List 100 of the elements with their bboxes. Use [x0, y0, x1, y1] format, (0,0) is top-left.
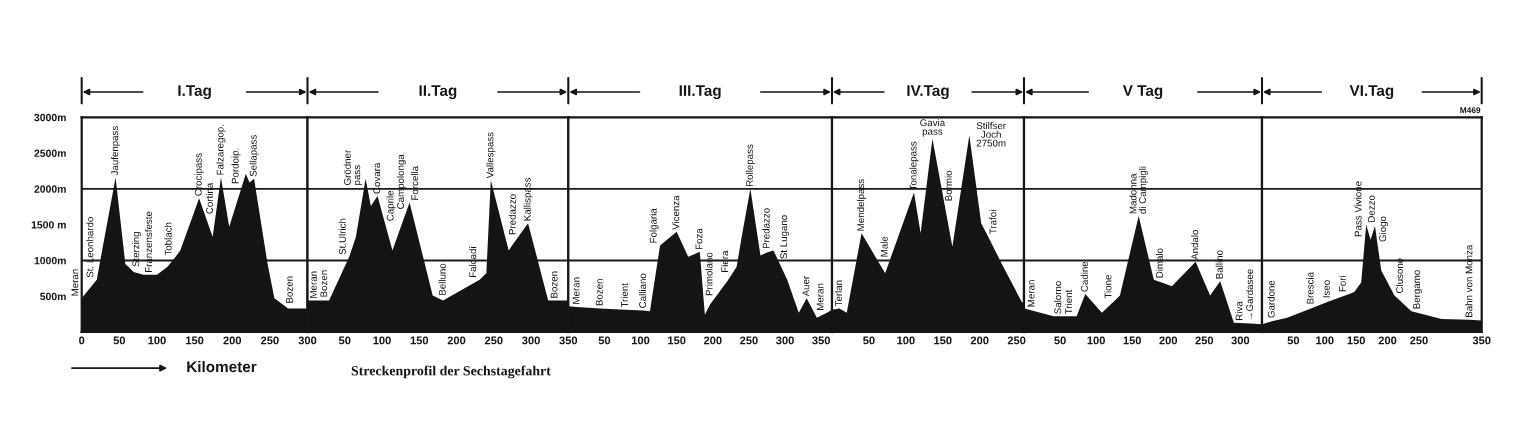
annotation: Bahn von Monza	[1465, 244, 1473, 317]
x-tick-label: 300	[298, 336, 317, 345]
x-tick-label: 250	[1410, 336, 1428, 345]
annotation: Meran	[71, 269, 79, 296]
annotation: Gardone	[1267, 280, 1275, 318]
annotation: Trient	[620, 283, 628, 308]
annotation: Meran	[310, 271, 317, 298]
annotation: St Lugano	[780, 215, 790, 259]
annotation: Predazzo	[508, 194, 516, 235]
x-tick-label: 50	[863, 336, 875, 345]
annotation: Falcadi	[469, 247, 477, 277]
x-tick-label: 250	[484, 336, 503, 345]
x-tick-label: 250	[1195, 336, 1214, 345]
x-tick-label: 250	[260, 336, 279, 345]
x-tick-label: 200	[703, 336, 722, 345]
annotation: →Gardasee	[1245, 269, 1254, 320]
x-tick-label: 100	[631, 336, 650, 345]
annotation: Caprile	[386, 190, 396, 221]
annotation: Ballino	[1215, 250, 1223, 279]
annotation: Meran	[816, 283, 824, 310]
y-tick-label: 1000m	[34, 256, 66, 265]
annotation: Falzaregop.	[216, 124, 226, 175]
x-tick-label: 300	[522, 336, 540, 345]
annotation: Toblach	[164, 222, 172, 256]
annotation: Terlan	[834, 280, 842, 307]
x-tick-label: 350	[1472, 336, 1491, 345]
annotation: Iseo	[1323, 280, 1330, 298]
x-tick-label: 100	[1087, 336, 1105, 345]
y-tick-label: 2500m	[34, 149, 66, 157]
annotation: Vicenza	[672, 195, 680, 230]
x-tick-label: 50	[1287, 336, 1300, 345]
annotation: Bozen	[320, 270, 328, 297]
annotation: Riva	[1235, 301, 1243, 320]
x-tick-label: 200	[447, 336, 466, 345]
x-tick-label: 50	[598, 336, 611, 345]
x-tick-label: 350	[812, 336, 830, 345]
annotation: Bergamo	[1413, 270, 1422, 309]
annotation: Rollepass	[745, 144, 755, 187]
x-axis-title: Kilometer	[187, 360, 257, 373]
y-tick-label: 500m	[40, 292, 66, 301]
x-tick-label: 200	[1159, 336, 1178, 345]
annotation: Bozen	[595, 279, 603, 306]
annotation: Meran	[1027, 280, 1035, 307]
x-tick-label: 250	[1007, 336, 1026, 345]
annotation: Dimalo	[1155, 248, 1163, 278]
text: M469	[1460, 107, 1481, 114]
y-tick-label: 1500 m	[31, 221, 66, 229]
annotation: Stilfser Joch 2750m	[976, 121, 1006, 147]
annotation: Calliano	[638, 273, 647, 308]
annotation: Predazzo	[762, 208, 770, 249]
x-tick-label: 100	[1316, 336, 1334, 345]
annotation: Jaufenpass	[111, 126, 121, 176]
annotation: Belluno	[438, 263, 446, 295]
x-tick-label: 200	[1378, 336, 1397, 345]
x-tick-label: 150	[410, 336, 429, 345]
annotation: Tione	[1104, 274, 1112, 299]
y-tick-label: 3000m	[34, 113, 66, 122]
annotation: Cadine	[1080, 261, 1088, 292]
y-tick-label: 2000m	[34, 185, 66, 193]
annotation: St. Leonhardo	[86, 217, 94, 278]
chart-title: V Tag	[1122, 85, 1163, 100]
annotation: Grödner pass	[343, 149, 363, 185]
annotation: Auer	[802, 275, 810, 297]
x-tick-label: 50	[338, 336, 351, 345]
x-tick-label: 300	[776, 336, 794, 345]
annotation: Franzensfeste	[144, 211, 153, 272]
chart-title: III.Tag	[679, 85, 721, 100]
x-tick-label: 200	[970, 336, 989, 345]
x-tick-label: 150	[934, 336, 952, 345]
annotation: Vallespass	[486, 132, 496, 179]
annotation: Male	[880, 236, 888, 257]
x-tick-label: 0	[79, 336, 85, 345]
chart-title: IV.Tag	[907, 85, 949, 100]
annotation: Bozen	[550, 271, 558, 298]
annotation: Giogo	[1378, 216, 1389, 242]
x-tick-label: 150	[1347, 336, 1365, 345]
x-tick-label: 50	[1054, 336, 1066, 345]
annotation: Dezzo	[1368, 195, 1375, 222]
annotation: Brescia	[1306, 271, 1314, 304]
annotation: St.Ulrich	[338, 218, 346, 255]
annotation: Andalo	[1191, 230, 1199, 260]
x-tick-label: 50	[113, 336, 126, 345]
annotation: Salorno	[1054, 281, 1062, 314]
annotation: Folgaria	[649, 208, 659, 243]
annotation: Trafoi	[989, 210, 997, 234]
annotation: Clusone	[1395, 258, 1404, 294]
annotation: Trient	[1064, 289, 1073, 315]
x-tick-label: 300	[1231, 336, 1250, 345]
annotation: Meran	[572, 277, 580, 304]
x-tick-label: 150	[1123, 336, 1141, 345]
x-tick-label: 250	[740, 336, 758, 345]
annotation: Fori	[1338, 275, 1346, 292]
text: Streckenprofil der Sechstagefahrt	[351, 365, 551, 379]
x-tick-label: 100	[148, 336, 166, 345]
annotation: Primolano	[705, 252, 713, 296]
x-tick-label: 150	[668, 336, 686, 345]
x-tick-label: 200	[223, 336, 242, 345]
x-tick-label: 100	[897, 336, 915, 345]
annotation: Bozen	[285, 276, 293, 303]
annotation: Sellapass	[249, 135, 259, 177]
